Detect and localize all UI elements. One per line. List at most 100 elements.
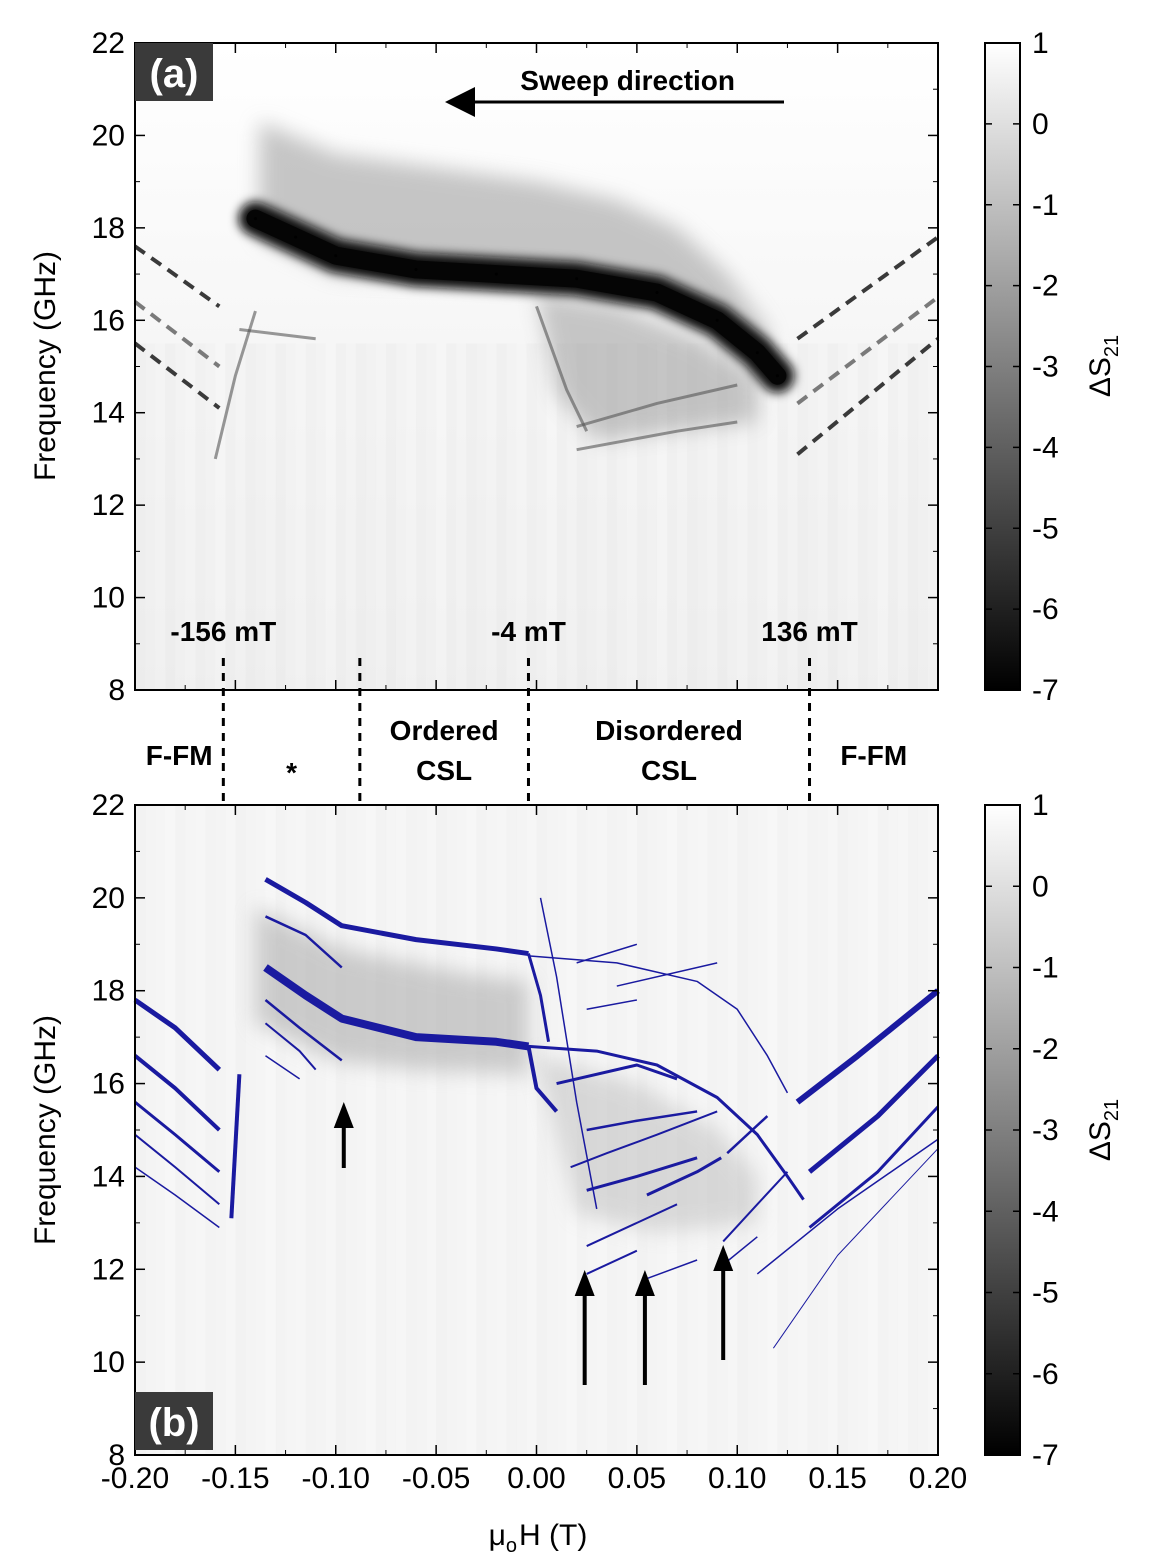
y-tick-label: 16 — [92, 304, 125, 337]
main-mode-point — [655, 291, 659, 295]
fitted-mode-line — [265, 1055, 301, 1080]
texture-column — [927, 343, 939, 690]
fitted-mode-line — [263, 964, 530, 1051]
texture-column — [155, 343, 166, 690]
texture-column — [416, 805, 427, 1455]
texture-column — [135, 343, 146, 690]
texture-column — [807, 343, 819, 690]
y-tick-label: 8 — [108, 1439, 125, 1472]
fitted-mode-line — [264, 915, 343, 969]
texture-column — [385, 805, 397, 1455]
phase-label-text: CSL — [416, 755, 472, 786]
texture-column — [837, 343, 849, 690]
faint-mode-line — [213, 310, 257, 460]
texture-column — [727, 343, 738, 690]
main-mode-point — [414, 267, 418, 271]
texture-column — [767, 805, 778, 1455]
texture-column — [135, 805, 146, 1455]
texture-column — [275, 343, 287, 690]
main-mode-point — [715, 318, 719, 322]
fitted-mode-line — [756, 1138, 939, 1275]
panel-b-y-axis-title: Frequency (GHz) — [29, 1015, 62, 1245]
phase-diagram-band: F-FM * Ordered CSL Disordered CSL F-FM — [146, 658, 907, 845]
arrow-head — [574, 1270, 595, 1296]
texture-column — [225, 343, 236, 690]
colorbar-tick-label: -5 — [1032, 512, 1059, 545]
panel-b-halo — [255, 907, 529, 1075]
dashed-guide-line — [796, 235, 940, 341]
phase-label-text: F-FM — [840, 740, 907, 771]
fitted-mode-line — [586, 1156, 698, 1192]
texture-column — [436, 343, 447, 690]
arrow-head — [333, 1102, 354, 1128]
phase-label-text: Disordered — [595, 715, 743, 746]
texture-column — [436, 805, 447, 1455]
colorbar-tick-label: 0 — [1032, 108, 1049, 141]
texture-column — [917, 805, 929, 1455]
texture-column — [556, 343, 568, 690]
texture-column — [677, 343, 688, 690]
main-mode-point — [494, 272, 498, 276]
texture-column — [797, 343, 809, 690]
texture-column — [787, 805, 798, 1455]
texture-column — [897, 805, 909, 1455]
y-tick-label: 20 — [92, 119, 125, 152]
texture-column — [305, 343, 317, 690]
arrow-head — [634, 1270, 655, 1296]
texture-column — [837, 805, 849, 1455]
texture-column — [717, 343, 728, 690]
colorbar-tick-label: 1 — [1032, 789, 1049, 822]
x-axis-title: μoH (T) — [489, 1519, 588, 1557]
texture-column — [305, 805, 317, 1455]
colorbar-tick-label: -2 — [1032, 1033, 1059, 1066]
texture-column — [616, 343, 628, 690]
panel-b-colorbar-ticks: 1 0 -1 -2 -3 -4 -5 -6 -7 — [985, 789, 1059, 1472]
field-label-136: 136 mT — [761, 616, 858, 647]
texture-column — [526, 805, 537, 1455]
y-tick-label: 10 — [92, 1346, 125, 1379]
y-tick-label: 18 — [92, 212, 125, 245]
fitted-mode-line — [807, 1053, 940, 1174]
texture-column — [195, 805, 206, 1455]
texture-column — [737, 343, 748, 690]
texture-column — [717, 805, 728, 1455]
x-tick-label: -0.15 — [201, 1462, 269, 1495]
texture-column — [546, 805, 558, 1455]
texture-column — [877, 805, 889, 1455]
texture-column — [215, 343, 226, 690]
main-mode-point — [334, 254, 338, 258]
texture-column — [817, 343, 829, 690]
fitted-mode-line — [528, 1044, 805, 1201]
texture-column — [807, 805, 819, 1455]
panel-a-marks — [213, 121, 795, 460]
texture-column — [385, 343, 397, 690]
panel-b-colorbar-title: ΔS21 — [1084, 1099, 1123, 1161]
colorbar-tick-label: -7 — [1032, 674, 1059, 707]
texture-column — [526, 343, 537, 690]
texture-column — [907, 343, 919, 690]
texture-column — [646, 343, 658, 690]
texture-column — [576, 343, 588, 690]
main-mode-point — [755, 351, 759, 355]
texture-column — [777, 805, 788, 1455]
fitted-mode-line — [586, 1203, 678, 1247]
y-tick-label: 18 — [92, 975, 125, 1008]
texture-column — [165, 343, 176, 690]
phase-label-text: CSL — [641, 755, 697, 786]
fitted-mode-line — [722, 1171, 789, 1243]
arrow-head — [713, 1245, 734, 1271]
colorbar-tick-label: -6 — [1032, 593, 1059, 626]
texture-column — [355, 805, 367, 1455]
fitted-mode-line — [134, 1100, 221, 1173]
texture-column — [867, 343, 879, 690]
panel-a-texture — [135, 343, 939, 690]
colorbar-tick-label: 0 — [1032, 870, 1049, 903]
texture-column — [325, 805, 337, 1455]
texture-column — [847, 343, 859, 690]
fitted-mode-line — [646, 1259, 698, 1280]
dashed-guide-line — [133, 300, 221, 369]
texture-column — [446, 343, 457, 690]
